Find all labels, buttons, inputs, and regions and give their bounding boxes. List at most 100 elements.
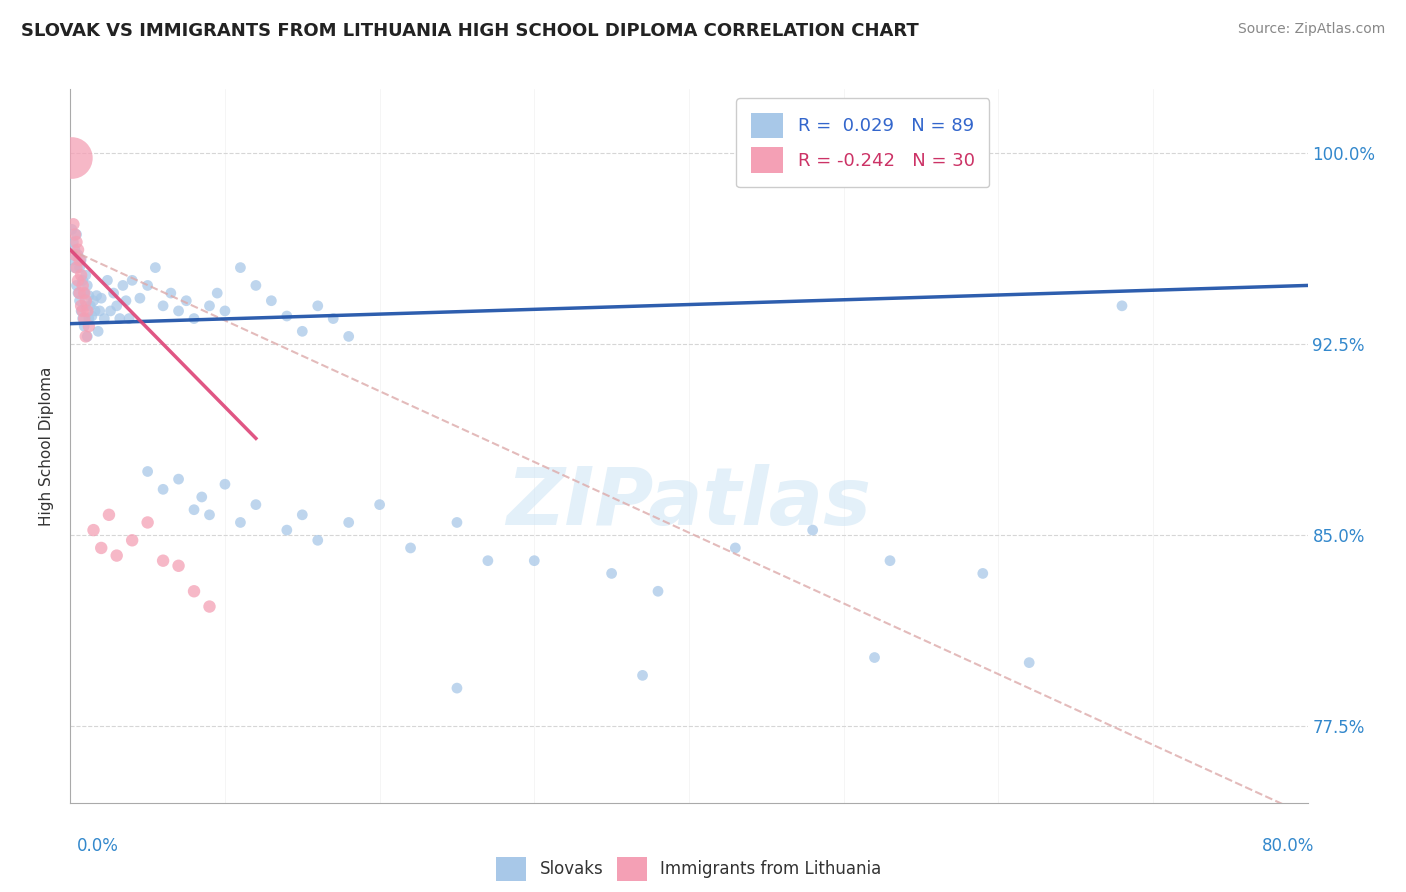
Point — [60, 151, 83, 165]
Point — [145, 260, 167, 275]
Point — [174, 293, 197, 308]
Point — [89, 304, 111, 318]
Point — [75, 329, 97, 343]
Point — [214, 477, 236, 491]
Point — [121, 273, 143, 287]
Point — [111, 278, 134, 293]
Point — [98, 508, 121, 522]
Point — [86, 288, 108, 302]
Point — [72, 311, 94, 326]
Point — [600, 566, 623, 581]
Point — [100, 304, 122, 318]
Point — [67, 248, 90, 262]
Point — [307, 299, 329, 313]
Point — [79, 299, 101, 313]
Point — [631, 668, 654, 682]
Point — [307, 533, 329, 548]
Point — [72, 273, 94, 287]
Point — [93, 311, 115, 326]
Point — [972, 566, 994, 581]
Point — [63, 248, 86, 262]
Point — [76, 278, 98, 293]
Point — [229, 260, 252, 275]
Point — [73, 286, 96, 301]
Point — [121, 533, 143, 548]
Point — [167, 558, 190, 573]
Point — [115, 293, 138, 308]
Point — [65, 278, 87, 293]
Point — [90, 541, 112, 555]
Point — [73, 311, 96, 326]
Point — [245, 278, 267, 293]
Point — [399, 541, 422, 555]
Point — [322, 311, 344, 326]
Point — [337, 516, 360, 530]
Point — [245, 498, 267, 512]
Point — [65, 227, 87, 242]
Point — [276, 309, 298, 323]
Point — [276, 523, 298, 537]
Point — [108, 311, 131, 326]
Point — [67, 286, 90, 301]
Point — [337, 329, 360, 343]
Point — [879, 554, 901, 568]
Point — [183, 584, 205, 599]
Point — [70, 252, 93, 267]
Point — [63, 243, 86, 257]
Point — [198, 299, 221, 313]
Point — [72, 304, 94, 318]
Point — [207, 286, 229, 301]
Point — [118, 311, 141, 326]
Legend: Slovaks, Immigrants from Lithuania: Slovaks, Immigrants from Lithuania — [489, 850, 889, 888]
Point — [90, 291, 112, 305]
Point — [69, 260, 91, 275]
Point — [152, 554, 174, 568]
Point — [183, 502, 205, 516]
Point — [260, 293, 283, 308]
Point — [183, 311, 205, 326]
Text: Source: ZipAtlas.com: Source: ZipAtlas.com — [1237, 22, 1385, 37]
Point — [191, 490, 214, 504]
Point — [76, 329, 98, 343]
Point — [87, 324, 110, 338]
Point — [75, 299, 97, 313]
Point — [136, 278, 159, 293]
Point — [477, 554, 499, 568]
Point — [368, 498, 391, 512]
Point — [724, 541, 747, 555]
Point — [77, 319, 100, 334]
Point — [214, 304, 236, 318]
Point — [70, 299, 93, 313]
Point — [60, 222, 83, 236]
Point — [291, 508, 314, 522]
Point — [69, 252, 91, 267]
Point — [73, 286, 96, 301]
Point — [65, 235, 87, 249]
Point — [77, 311, 100, 326]
Point — [1018, 656, 1040, 670]
Point — [69, 286, 91, 301]
Point — [75, 268, 97, 283]
Point — [69, 293, 91, 308]
Point — [62, 217, 84, 231]
Point — [1111, 299, 1133, 313]
Point — [167, 304, 190, 318]
Point — [77, 288, 100, 302]
Point — [62, 235, 84, 249]
Point — [75, 293, 97, 308]
Point — [76, 304, 98, 318]
Point — [523, 554, 546, 568]
Point — [446, 681, 468, 695]
Point — [70, 304, 93, 318]
Point — [103, 286, 125, 301]
Point — [136, 465, 159, 479]
Point — [801, 523, 824, 537]
Point — [446, 516, 468, 530]
Point — [73, 319, 96, 334]
Point — [80, 309, 103, 323]
Text: ZIPatlas: ZIPatlas — [506, 464, 872, 542]
Point — [160, 286, 183, 301]
Point — [65, 260, 87, 275]
Point — [67, 273, 90, 287]
Point — [198, 599, 221, 614]
